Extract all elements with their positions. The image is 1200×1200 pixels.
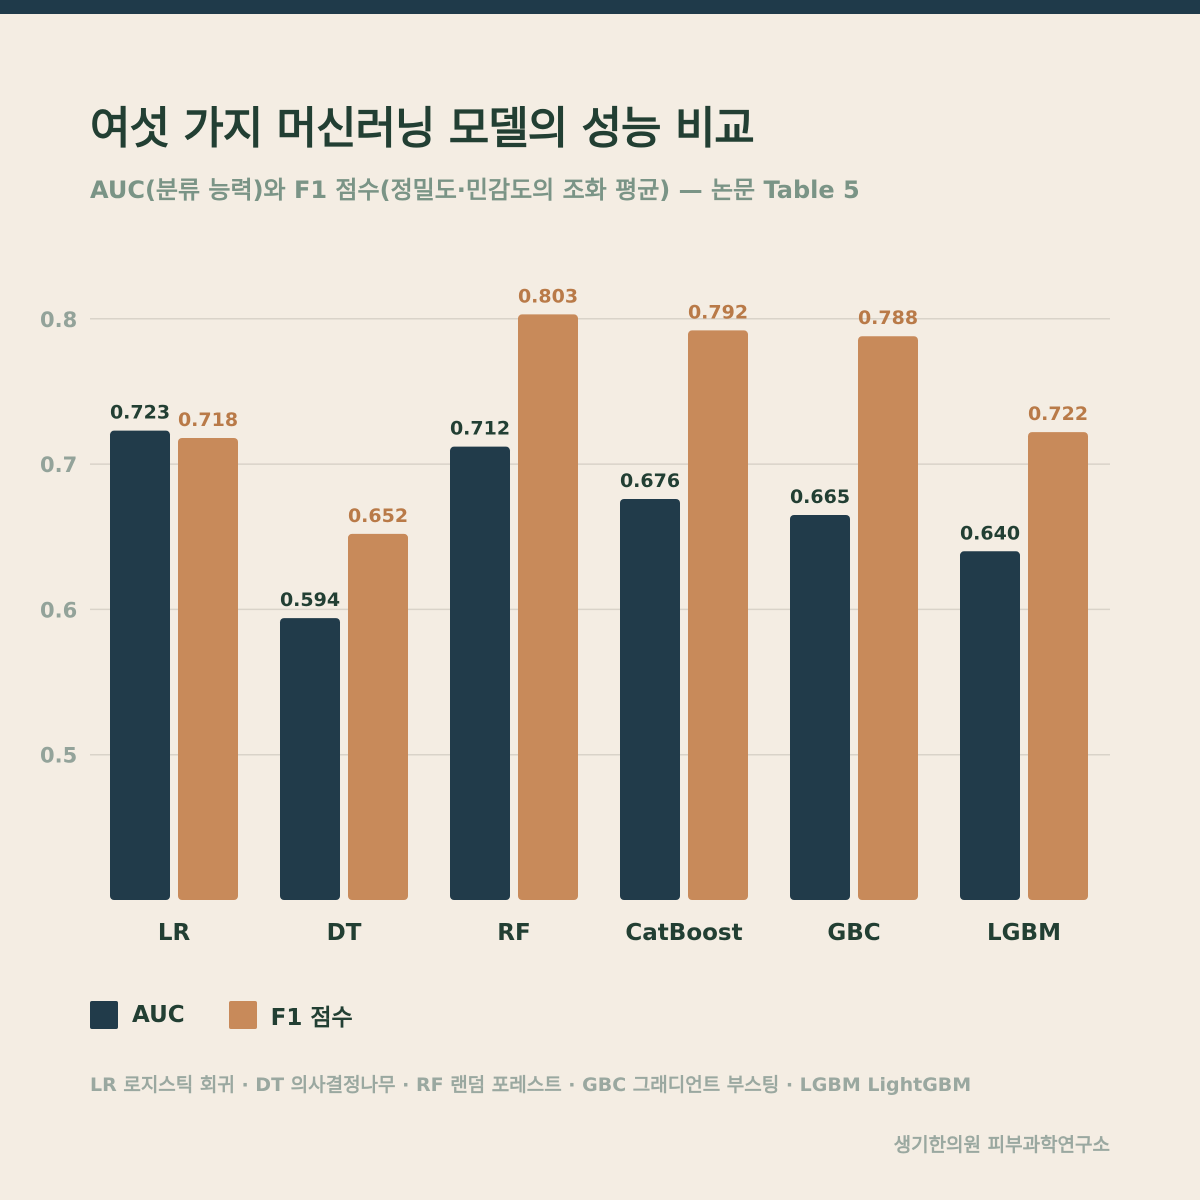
legend-label-f1: F1 점수	[270, 1005, 353, 1031]
bar-chart: 0.50.60.70.8 0.723 0.7180.5940.6520.7120.…	[40, 285, 1110, 946]
x-axis-labels: LR DT RF CatBoost GBC LGBM	[158, 920, 1061, 946]
bar-f1	[348, 533, 408, 900]
legend: AUC F1 점수	[90, 998, 397, 1032]
data-label-f1: 0.722	[1028, 403, 1088, 425]
bar-auc	[280, 618, 340, 900]
data-label-f1: 0.718	[178, 409, 238, 431]
x-tick-label: LR	[158, 920, 191, 946]
x-tick-label: DT	[327, 920, 362, 946]
bar-auc	[110, 430, 170, 900]
legend-label-auc: AUC	[132, 1002, 185, 1028]
data-label-f1: 0.792	[688, 301, 748, 323]
bar-auc	[450, 446, 510, 900]
bar-auc	[790, 514, 850, 900]
x-tick-label: GBC	[827, 920, 880, 946]
legend-swatch-auc	[90, 1001, 118, 1029]
top-accent-bar	[0, 0, 1200, 14]
bar-f1	[178, 437, 238, 900]
x-tick-label: CatBoost	[625, 920, 742, 946]
x-tick-label: RF	[497, 920, 530, 946]
data-label-auc: 0.665	[790, 486, 850, 508]
bar-f1	[858, 336, 918, 900]
y-tick-label: 0.8	[40, 308, 77, 332]
abbreviation-footnote: LR 로지스틱 회귀 · DT 의사결정나무 · RF 랜덤 포레스트 · GB…	[90, 1074, 972, 1096]
y-tick-label: 0.5	[40, 744, 77, 768]
bar-f1	[518, 314, 578, 900]
bar-auc	[620, 498, 680, 900]
legend-item-f1: F1 점수	[228, 998, 353, 1032]
legend-item-auc: AUC	[90, 1001, 185, 1029]
y-tick-label: 0.7	[40, 453, 77, 477]
source-credit: 생기한의원 피부과학연구소	[893, 1134, 1110, 1156]
y-tick-label: 0.6	[40, 598, 77, 622]
data-label-f1: 0.803	[518, 285, 578, 307]
data-labels: 0.723 0.718 0.594 0.652 0.712 0.803 0.676 0.792…	[110, 285, 1088, 611]
data-label-auc: 0.640	[960, 522, 1020, 544]
grid-lines	[90, 318, 1110, 756]
bars	[110, 314, 1088, 900]
legend-swatch-f1	[228, 1001, 257, 1029]
data-label-auc: 0.712	[450, 418, 510, 440]
chart-title: 여섯 가지 머신러닝 모델의 성능 비교	[90, 103, 755, 154]
data-label-f1: 0.652	[348, 505, 408, 527]
data-label-auc: 0.594	[280, 589, 340, 611]
bar-f1	[1028, 432, 1088, 900]
data-label-auc: 0.676	[620, 470, 680, 492]
data-label-auc: 0.723	[110, 402, 170, 424]
bar-f1	[688, 330, 748, 900]
y-axis-ticks: 0.5 0.6 0.7 0.8	[40, 308, 77, 768]
data-label-f1: 0.788	[858, 307, 918, 329]
x-tick-label: LGBM	[987, 920, 1061, 946]
bar-auc	[960, 551, 1020, 900]
chart-subtitle: AUC(분류 능력)와 F1 점수(정밀도·민감도의 조화 평균) — 논문 T…	[90, 176, 860, 204]
